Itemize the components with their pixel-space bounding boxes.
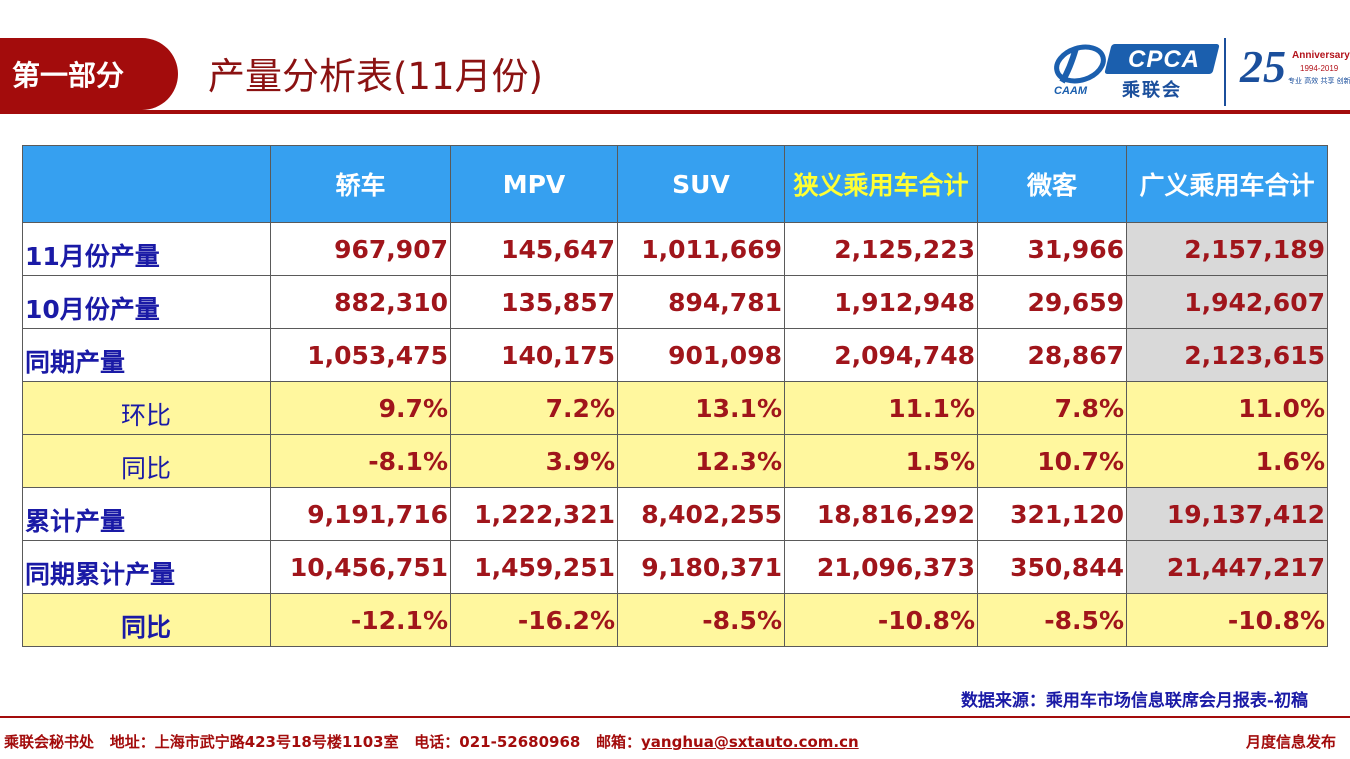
header-divider	[0, 110, 1350, 114]
caam-logo-icon: CAAM	[1054, 44, 1106, 97]
table-cell: 2,157,189	[1126, 222, 1328, 276]
footer-email-link[interactable]: yanghua@sxtauto.com.cn	[641, 733, 859, 751]
table-cell: -8.5%	[617, 593, 785, 647]
row-label: 环比	[22, 381, 271, 435]
table-cell: 2,123,615	[1126, 328, 1328, 382]
footer-org: 乘联会秘书处	[4, 733, 95, 751]
table-cell: 11.1%	[784, 381, 978, 435]
row-label: 10月份产量	[22, 275, 271, 329]
table-cell: 1,942,607	[1126, 275, 1328, 329]
anniversary-slogan: 专业 高效 共享 创新	[1288, 77, 1350, 85]
table-cell: 28,867	[977, 328, 1127, 382]
table-cell: 19,137,412	[1126, 487, 1328, 541]
column-header: 微客	[977, 145, 1127, 223]
table-cell: -10.8%	[1126, 593, 1328, 647]
table-cell: 135,857	[450, 275, 618, 329]
table-cell: 1,053,475	[270, 328, 451, 382]
table-cell: 321,120	[977, 487, 1127, 541]
section-tab: 第一部分	[0, 38, 178, 110]
table-row: 累计产量 9,191,716 1,222,321 8,402,255 18,81…	[22, 487, 1328, 541]
row-label: 同期产量	[22, 328, 271, 382]
table-cell: 21,096,373	[784, 540, 978, 594]
table-cell: 2,094,748	[784, 328, 978, 382]
table-cell: 9,191,716	[270, 487, 451, 541]
production-table: 轿车 MPV SUV 狭义乘用车合计 微客 广义乘用车合计 11月份产量 967…	[22, 145, 1328, 647]
data-source-note: 数据来源：乘用车市场信息联席会月报表-初稿	[960, 691, 1308, 711]
table-cell: 1,011,669	[617, 222, 785, 276]
column-header: 广义乘用车合计	[1126, 145, 1328, 223]
table-cell: -10.8%	[784, 593, 978, 647]
footer-contact: 乘联会秘书处 地址：上海市武宁路423号18号楼1103室 电话：021-526…	[4, 731, 859, 752]
cpca-logo-text: CPCA	[1127, 46, 1200, 73]
footer-phone: 电话：021-52680968	[414, 733, 581, 751]
table-cell: 894,781	[617, 275, 785, 329]
table-cell: 8,402,255	[617, 487, 785, 541]
table-cell: -16.2%	[450, 593, 618, 647]
table-cell: 145,647	[450, 222, 618, 276]
table-cell: 10,456,751	[270, 540, 451, 594]
table-cell: 7.2%	[450, 381, 618, 435]
table-cell: 1.5%	[784, 434, 978, 488]
column-header: SUV	[617, 145, 785, 223]
row-label: 累计产量	[22, 487, 271, 541]
table-header-row: 轿车 MPV SUV 狭义乘用车合计 微客 广义乘用车合计	[22, 145, 1328, 223]
table-cell: 967,907	[270, 222, 451, 276]
table-row: 环比 9.7% 7.2% 13.1% 11.1% 7.8% 11.0%	[22, 381, 1328, 435]
cpca-logo-cn: 乘联会	[1122, 80, 1182, 101]
anniversary-logo: 25 Anniversary 1994-2019 专业 高效 共享 创新	[1236, 40, 1350, 102]
table-row: 同比 -8.1% 3.9% 12.3% 1.5% 10.7% 1.6%	[22, 434, 1328, 488]
table-cell: 882,310	[270, 275, 451, 329]
anniversary-years: 1994-2019	[1300, 64, 1339, 73]
footer-address: 地址：上海市武宁路423号18号楼1103室	[109, 733, 399, 751]
table-cell: 12.3%	[617, 434, 785, 488]
table-row: 同比 -12.1% -16.2% -8.5% -10.8% -8.5% -10.…	[22, 593, 1328, 647]
column-header: 狭义乘用车合计	[784, 145, 978, 223]
page-title: 产量分析表(11月份)	[208, 55, 543, 98]
cpca-logo: CPCA 乘联会	[1104, 44, 1220, 101]
table-cell: 350,844	[977, 540, 1127, 594]
row-label: 同比	[22, 434, 271, 488]
row-label: 同比	[22, 593, 271, 647]
table-cell: -8.5%	[977, 593, 1127, 647]
footer-divider	[0, 716, 1350, 718]
table-cell: 1,912,948	[784, 275, 978, 329]
row-label: 同期累计产量	[22, 540, 271, 594]
table-row: 同期产量 1,053,475 140,175 901,098 2,094,748…	[22, 328, 1328, 382]
table-cell: 1,222,321	[450, 487, 618, 541]
logo-divider	[1224, 38, 1226, 106]
table-cell: 7.8%	[977, 381, 1127, 435]
footer-email-label: 邮箱：	[596, 733, 642, 751]
column-header: MPV	[450, 145, 618, 223]
table-cell: -12.1%	[270, 593, 451, 647]
table-cell: 10.7%	[977, 434, 1127, 488]
column-header	[22, 145, 271, 223]
table-cell: 140,175	[450, 328, 618, 382]
table-cell: 1,459,251	[450, 540, 618, 594]
table-row: 10月份产量 882,310 135,857 894,781 1,912,948…	[22, 275, 1328, 329]
table-cell: 29,659	[977, 275, 1127, 329]
table-cell: 9,180,371	[617, 540, 785, 594]
table-cell: 13.1%	[617, 381, 785, 435]
table-cell: 3.9%	[450, 434, 618, 488]
anniversary-word: Anniversary	[1292, 50, 1350, 61]
table-cell: 1.6%	[1126, 434, 1328, 488]
table-row: 11月份产量 967,907 145,647 1,011,669 2,125,2…	[22, 222, 1328, 276]
table-row: 同期累计产量 10,456,751 1,459,251 9,180,371 21…	[22, 540, 1328, 594]
column-header: 轿车	[270, 145, 451, 223]
footer-release-label: 月度信息发布	[1245, 733, 1336, 751]
caam-logo-text: CAAM	[1054, 85, 1088, 97]
table-cell: 9.7%	[270, 381, 451, 435]
table-cell: 901,098	[617, 328, 785, 382]
table-cell: 21,447,217	[1126, 540, 1328, 594]
anniversary-number: 25	[1240, 41, 1286, 92]
table-cell: 31,966	[977, 222, 1127, 276]
section-label: 第一部分	[12, 59, 125, 92]
table-cell: 18,816,292	[784, 487, 978, 541]
table-cell: 2,125,223	[784, 222, 978, 276]
table-cell: 11.0%	[1126, 381, 1328, 435]
row-label: 11月份产量	[22, 222, 271, 276]
table-cell: -8.1%	[270, 434, 451, 488]
